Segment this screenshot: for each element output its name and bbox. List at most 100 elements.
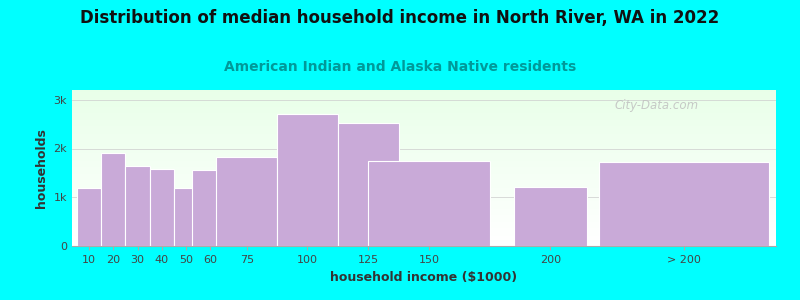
Bar <box>72 214 776 215</box>
Bar <box>72 95 776 96</box>
Bar <box>72 122 776 123</box>
Bar <box>72 163 776 164</box>
Bar <box>72 125 776 126</box>
Bar <box>72 189 776 190</box>
Bar <box>72 173 776 174</box>
Bar <box>72 101 776 103</box>
Bar <box>72 113 776 114</box>
Bar <box>72 239 776 240</box>
Bar <box>72 108 776 109</box>
Bar <box>72 135 776 136</box>
Bar <box>72 103 776 105</box>
Bar <box>72 210 776 211</box>
Bar <box>72 136 776 137</box>
Bar <box>72 208 776 210</box>
Bar <box>338 123 398 246</box>
Bar <box>72 184 776 186</box>
Bar <box>72 109 776 110</box>
Bar <box>72 139 776 140</box>
Bar <box>72 236 776 237</box>
Bar <box>72 128 776 130</box>
Bar <box>72 170 776 171</box>
Bar <box>72 92 776 93</box>
Bar <box>72 145 776 146</box>
Bar <box>72 187 776 188</box>
Text: Distribution of median household income in North River, WA in 2022: Distribution of median household income … <box>80 9 720 27</box>
Bar <box>72 228 776 230</box>
Bar <box>72 230 776 231</box>
Bar <box>368 161 490 246</box>
Bar <box>72 196 776 197</box>
Bar <box>72 100 776 101</box>
Bar <box>72 93 776 94</box>
Bar <box>72 137 776 138</box>
Bar <box>72 224 776 225</box>
Bar <box>72 195 776 196</box>
Bar <box>72 201 776 202</box>
Bar <box>72 114 776 115</box>
Bar <box>72 152 776 153</box>
Bar <box>72 134 776 135</box>
Bar <box>72 241 776 242</box>
Bar <box>72 216 776 217</box>
Bar <box>72 111 776 112</box>
Bar <box>101 153 126 246</box>
Bar <box>72 166 776 167</box>
Bar <box>72 219 776 220</box>
Bar <box>72 231 776 232</box>
Bar <box>72 215 776 216</box>
Bar <box>72 153 776 154</box>
Bar <box>72 90 776 91</box>
Bar <box>72 238 776 239</box>
Bar <box>72 138 776 139</box>
Bar <box>72 143 776 144</box>
Bar <box>72 112 776 113</box>
Bar <box>72 213 776 214</box>
Bar <box>72 235 776 236</box>
Bar <box>72 140 776 141</box>
Bar <box>72 155 776 157</box>
Bar <box>72 169 776 170</box>
Bar <box>72 243 776 244</box>
Bar <box>72 181 776 182</box>
Bar <box>72 132 776 133</box>
Bar <box>72 174 776 175</box>
Bar <box>72 186 776 187</box>
Bar <box>72 202 776 203</box>
Bar <box>72 110 776 111</box>
Bar <box>72 211 776 212</box>
Bar <box>72 106 776 108</box>
Bar <box>72 148 776 149</box>
Bar <box>72 121 776 122</box>
Bar <box>126 166 150 246</box>
Bar <box>192 170 229 246</box>
Bar <box>72 171 776 172</box>
Bar <box>77 188 101 246</box>
Bar <box>72 245 776 246</box>
Bar <box>72 97 776 98</box>
Bar <box>72 160 776 161</box>
Bar <box>72 141 776 142</box>
Bar <box>72 150 776 152</box>
Bar <box>72 199 776 200</box>
Bar <box>72 222 776 223</box>
Bar <box>72 167 776 168</box>
Bar <box>277 114 338 246</box>
Bar <box>72 91 776 92</box>
Bar <box>72 220 776 221</box>
Bar <box>72 99 776 101</box>
Bar <box>72 144 776 145</box>
Bar <box>217 157 277 246</box>
Text: American Indian and Alaska Native residents: American Indian and Alaska Native reside… <box>224 60 576 74</box>
Bar <box>72 192 776 193</box>
Bar <box>72 118 776 119</box>
Bar <box>72 161 776 162</box>
Bar <box>72 165 776 166</box>
Bar <box>72 142 776 143</box>
Bar <box>598 162 769 246</box>
Bar <box>72 237 776 238</box>
Bar <box>72 218 776 219</box>
Bar <box>72 183 776 184</box>
X-axis label: household income ($1000): household income ($1000) <box>330 271 518 284</box>
Bar <box>72 146 776 147</box>
